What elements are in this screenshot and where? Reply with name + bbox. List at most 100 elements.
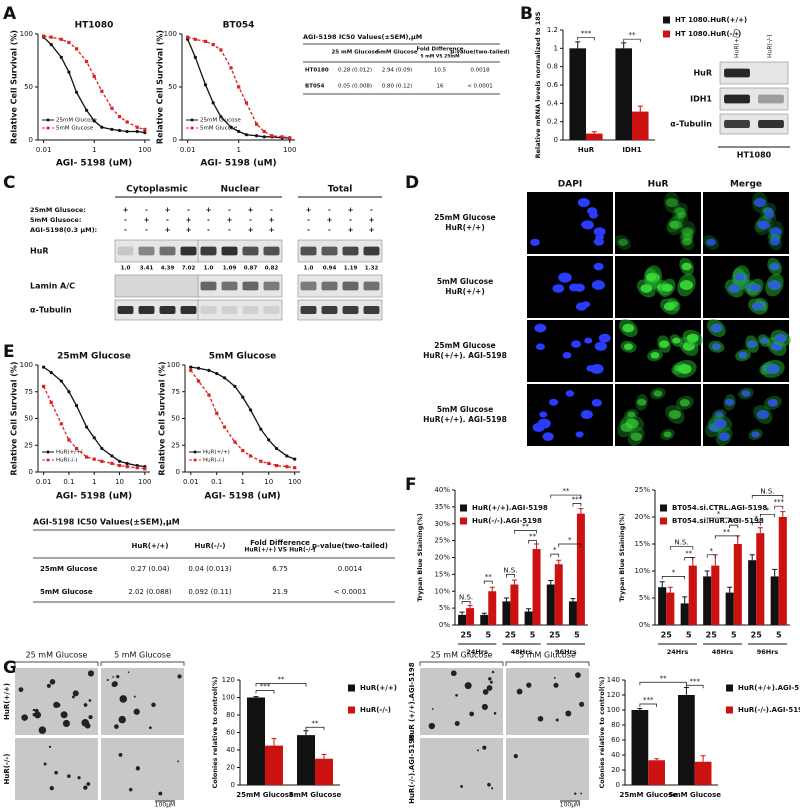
x-tick-label: 0.01 [180,146,196,154]
data-point [244,101,249,105]
significance-label: N.S. [503,566,517,574]
nucleus-dapi [749,283,761,292]
blot-strip [719,113,789,135]
data-point [42,365,46,369]
nucleus-dapi [537,418,551,429]
blot-band [117,306,134,314]
nucleus-dapi [530,238,540,247]
nucleus-hur [675,207,686,215]
colony [158,791,163,796]
colony [84,722,91,729]
y-tick-label: 30% [434,520,450,528]
colony [60,711,68,719]
table-header: Fold Difference [250,539,310,547]
x-tick-label: 25mM Glucose [620,791,678,799]
nucleus-dapi [573,283,585,292]
nucleus-dapi [552,284,565,293]
y-tick-label: 25 [24,441,33,449]
data-point [92,119,96,123]
group-label: 24Hrs [667,648,689,656]
condition-sign: + [348,226,354,234]
x-tick-label: 1 [92,478,96,486]
data-point [135,466,139,470]
error-bar [556,559,562,565]
blot-row-label: α-Tubulin [30,306,72,315]
condition-label: 5mM Glusoce: [30,216,81,224]
error-bar [772,568,778,577]
nucleus-hur [681,237,692,246]
image-row-label: HuR(+/+) [445,287,485,296]
x-tick-label: 5mM Glucose [668,791,721,799]
data-point [85,59,89,64]
x-tick-label: 0.01 [36,146,52,154]
data-point [254,122,259,126]
y-tick-label: 100 [164,30,177,38]
colony [555,718,559,722]
error-bar [303,730,309,736]
data-point [85,425,89,429]
nucleus-hur [625,418,639,429]
nucleus-hur [659,340,670,348]
error-bar [548,579,554,585]
data-point [293,457,297,461]
y-tick-label: 40% [434,486,450,494]
condition-sign: - [124,216,127,224]
y-tick-label: 0.2 [547,118,558,126]
significance-bracket [558,543,582,547]
blot-group-label: Nuclear [221,185,261,195]
data-point [49,43,53,47]
x-axis-label: AGI- 5198 (uM) [200,159,276,169]
data-point [49,400,53,405]
blot-band [321,281,338,291]
x-axis-label: AGI- 5198 (uM) [204,492,280,502]
y-tick-label: 0 [231,781,235,789]
bar [532,549,541,625]
blot-band [138,246,155,256]
significance-label: *** [690,677,701,685]
band-quantification: 4.39 [161,266,175,272]
colony [128,787,133,792]
data-point [143,130,147,135]
cell-hur [666,216,682,233]
data-point [219,115,223,119]
y-tick-label: 60 [226,729,235,737]
y-tick-label: 0 [173,136,177,144]
nucleus-dapi [539,411,548,418]
colony [450,670,457,677]
bar [658,587,667,625]
data-point [92,74,96,78]
bar [546,584,555,625]
colony [491,787,494,790]
blot-strip [719,61,789,85]
colony [86,782,91,786]
y-tick-label: 50 [24,415,33,423]
error-bar [570,598,576,602]
bar [554,564,563,625]
x-tick-label: 25mM Glucose [236,791,294,799]
data-point [237,129,241,134]
blot-band [300,306,317,314]
nucleus-dapi [760,337,769,344]
data-point [67,438,71,442]
x-tick-label: 25 [505,631,517,640]
table-cell: HT0180 [305,68,329,74]
data-point [110,461,114,466]
colony [482,689,489,695]
table-header: p-value(two-tailed) [312,542,388,550]
significance-bracket [550,494,582,499]
data-point [125,129,129,134]
significance-label: ** [685,550,693,558]
significance-label: N.S. [674,539,688,547]
nucleus-dapi [774,333,787,343]
cell-hur [679,221,696,243]
blot-band [200,246,217,256]
colony [133,695,136,698]
colony [116,674,120,679]
legend-swatch [193,458,197,462]
table-cell: 21.9 [272,588,288,596]
legend-label: HuR(-/-) [203,458,225,464]
nucleus-dapi [769,237,780,246]
bar [586,133,603,140]
condition-sign: + [369,226,375,234]
panel-label: B [520,4,533,24]
